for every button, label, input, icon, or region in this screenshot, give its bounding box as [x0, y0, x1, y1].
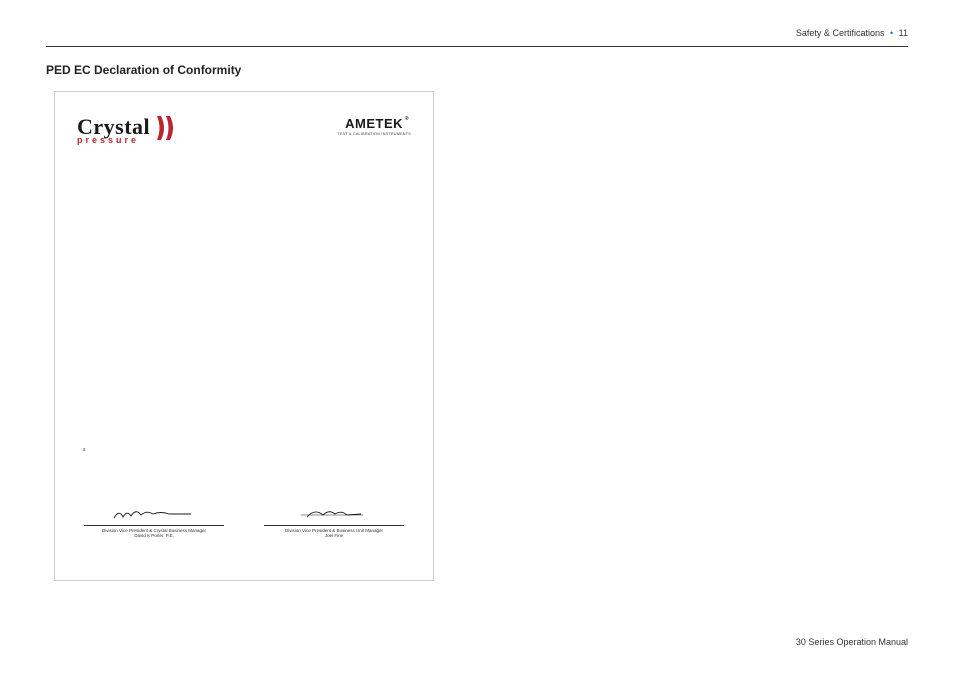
header-page-number: 11	[899, 28, 908, 38]
ametek-logo-sub: TEST & CALIBRATION INSTRUMENTS	[337, 132, 411, 136]
header-rule	[46, 46, 908, 47]
signature-rule	[264, 525, 404, 526]
declaration-document: Crystal pressure AMETEK TEST & CALIBRATI…	[54, 91, 434, 581]
logo-row: Crystal pressure AMETEK TEST & CALIBRATI…	[77, 114, 411, 147]
signature-scribble-icon	[109, 505, 199, 523]
crystal-logo-main: Crystal	[77, 117, 150, 137]
signature-row: Division Vice President & Crystal Busine…	[79, 505, 409, 538]
signature-rule	[84, 525, 224, 526]
section-title: PED EC Declaration of Conformity	[46, 63, 908, 77]
signature-scribble-icon	[289, 505, 379, 523]
crystal-logo-text: Crystal pressure	[77, 117, 150, 144]
header-bullet: •	[890, 28, 893, 38]
page-footer: 30 Series Operation Manual	[796, 637, 908, 647]
ametek-logo: AMETEK TEST & CALIBRATION INSTRUMENTS	[337, 116, 411, 136]
stray-character: s	[83, 447, 86, 453]
crystal-logo-icon	[154, 114, 180, 147]
crystal-logo: Crystal pressure	[77, 114, 180, 147]
ametek-logo-main: AMETEK	[345, 116, 403, 131]
signature-name: Joel Fine	[325, 533, 343, 538]
signature-block-right: Division Vice President & Business Unit …	[259, 505, 409, 538]
page-header: Safety & Certifications • 11	[46, 28, 908, 38]
crystal-logo-sub: pressure	[77, 136, 150, 144]
header-section: Safety & Certifications	[796, 28, 885, 38]
signature-block-left: Division Vice President & Crystal Busine…	[79, 505, 229, 538]
signature-name: David K Porter, P.E.	[134, 533, 173, 538]
